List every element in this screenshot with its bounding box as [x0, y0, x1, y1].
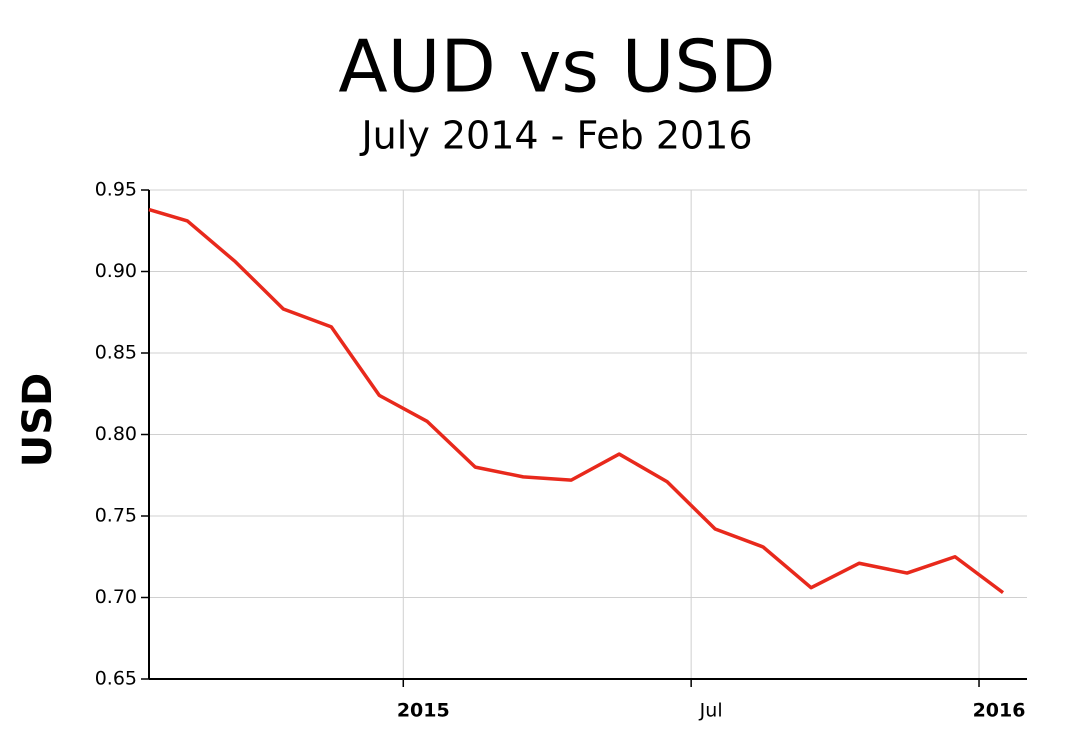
- y-tick-label: 0.75: [95, 505, 137, 527]
- y-axis-label: USD: [15, 373, 61, 468]
- y-tick-label: 0.70: [95, 586, 137, 608]
- chart-subtitle: July 2014 - Feb 2016: [359, 114, 752, 158]
- x-tick-label: Jul: [699, 700, 723, 722]
- y-tick-label: 0.85: [95, 342, 137, 364]
- y-tick-label: 0.80: [95, 423, 137, 445]
- line-series: [148, 207, 1005, 595]
- x-tick-label: 2016: [973, 700, 1026, 722]
- chart-title: AUD vs USD: [338, 25, 775, 109]
- y-tick-label: 0.65: [95, 668, 137, 690]
- x-tick-label: 2015: [397, 700, 450, 722]
- y-tick-label: 0.95: [95, 179, 137, 201]
- y-tick-label: 0.90: [95, 260, 137, 282]
